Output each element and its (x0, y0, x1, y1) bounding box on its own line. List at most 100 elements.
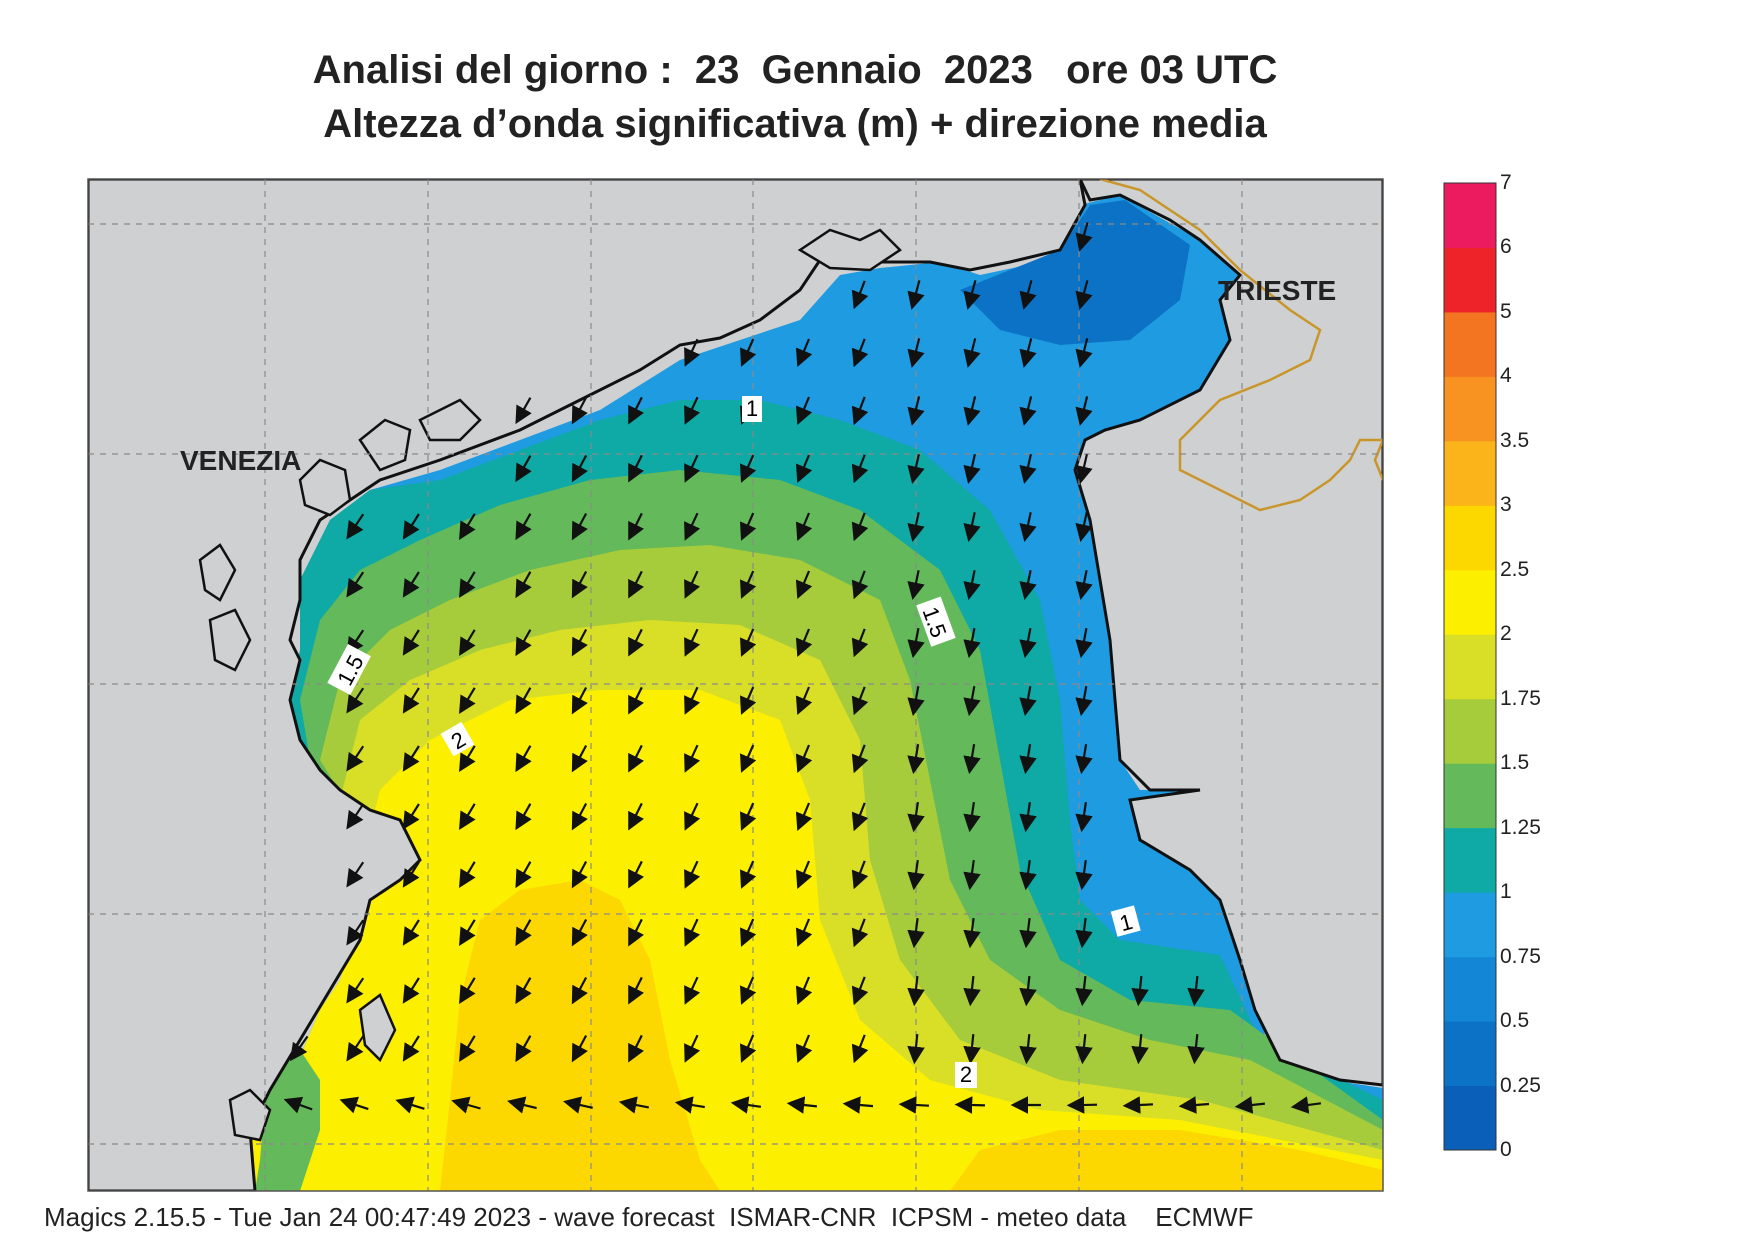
legend-tick-label: 0.5 (1500, 1009, 1530, 1033)
wave-direction-arrow (795, 686, 813, 716)
wave-direction-arrow (730, 1096, 762, 1114)
wave-direction-arrow (907, 454, 925, 484)
wave-direction-arrow (684, 1034, 701, 1063)
wave-direction-arrow (1019, 859, 1037, 891)
wave-direction-arrow (459, 919, 476, 946)
wave-direction-arrow (402, 803, 420, 830)
svg-text:1: 1 (746, 396, 758, 421)
wave-direction-arrow (571, 454, 588, 483)
border-line (1099, 179, 1383, 512)
wave-direction-arrow (571, 802, 588, 831)
wave-direction-arrow (963, 627, 981, 659)
legend-tick-label: 1.25 (1500, 815, 1541, 839)
wave-direction-arrow (740, 570, 757, 599)
wave-direction-arrow (1019, 917, 1037, 949)
wave-direction-arrow (1178, 1096, 1210, 1114)
legend-swatch (1444, 505, 1496, 571)
wave-direction-arrow (786, 1096, 818, 1114)
wave-direction-arrow (907, 801, 925, 833)
wave-direction-arrow (628, 744, 644, 773)
svg-text:2: 2 (960, 1062, 972, 1087)
wave-direction-arrow (571, 512, 588, 541)
wave-direction-arrow (571, 570, 588, 599)
wave-direction-arrow (459, 977, 476, 1004)
legend-tick-label: 0 (1500, 1138, 1512, 1161)
wave-direction-arrow (459, 513, 476, 540)
wave-direction-arrow (963, 570, 981, 601)
wave-direction-arrow (963, 280, 981, 310)
map-subtitle: Altezza d’onda significativa (m) + direz… (323, 102, 1267, 146)
wave-direction-arrow (898, 1096, 930, 1114)
wave-direction-arrow (963, 396, 981, 426)
wave-direction-arrow (628, 1034, 644, 1063)
wave-direction-arrow (740, 338, 757, 367)
legend-tick-label: 1.5 (1500, 751, 1530, 775)
wave-direction-arrow (795, 918, 813, 948)
wave-direction-arrow (402, 861, 420, 888)
wave-direction-arrow (1075, 917, 1093, 949)
wave-direction-arrow (1019, 975, 1037, 1007)
wave-direction-arrow (1122, 1096, 1154, 1114)
wave-direction-arrow (515, 745, 532, 773)
wave-direction-arrow (963, 917, 981, 949)
band-2-5-south (950, 1130, 1383, 1191)
wave-direction-arrow (515, 919, 532, 947)
wave-direction-arrow (628, 976, 644, 1005)
wave-direction-arrow (851, 802, 869, 832)
contour-label-1-north: 1 (742, 396, 762, 422)
wave-direction-arrow (628, 628, 644, 657)
wave-direction-arrow (684, 454, 701, 483)
wave-direction-arrow (346, 977, 365, 1004)
legend-tick-label: 7 (1500, 171, 1512, 194)
wave-direction-arrow (907, 1033, 925, 1065)
wave-direction-arrow (1075, 570, 1093, 601)
wave-direction-arrow (684, 338, 701, 367)
legend-swatch (1444, 311, 1496, 377)
wave-direction-arrow (1075, 975, 1093, 1007)
wave-direction-arrow (795, 512, 813, 542)
wave-direction-arrow (1019, 396, 1037, 426)
wave-direction-arrow (402, 513, 420, 540)
wave-direction-arrow (1075, 280, 1093, 310)
wave-direction-arrow (907, 396, 925, 426)
wave-direction-arrow (851, 396, 869, 426)
wave-direction-arrow (346, 919, 365, 946)
legend-swatch (1444, 698, 1496, 764)
legend-swatch (1444, 376, 1496, 442)
wave-direction-arrow (963, 1033, 981, 1065)
legend-tick-label: 5 (1500, 299, 1512, 323)
graticule (88, 179, 1383, 1191)
wave-direction-arrow (740, 860, 757, 889)
contour-label-2-west: 2 (440, 721, 475, 757)
sea-calm-zone (960, 200, 1190, 345)
legend-swatch (1444, 1085, 1496, 1151)
wave-direction-arrow (740, 976, 757, 1005)
wave-direction-arrow (851, 454, 869, 484)
contour-label-1-5-center: 1.5 (916, 596, 956, 647)
wave-direction-arrow (851, 338, 869, 368)
wave-direction-arrow (346, 687, 365, 714)
legend-tick-label: 3.5 (1500, 428, 1530, 452)
wave-direction-arrow (346, 1035, 365, 1062)
wave-direction-arrow (571, 860, 588, 889)
wave-direction-arrow (1019, 454, 1037, 484)
map-frame (87, 178, 1384, 1192)
wave-direction-arrow (851, 744, 869, 774)
border-line-2 (1373, 439, 1383, 481)
wave-direction-arrow (1019, 744, 1037, 775)
wave-direction-arrow (628, 860, 644, 889)
land-coast-west (88, 179, 1087, 1191)
wave-direction-arrow (851, 918, 869, 948)
wave-direction-arrow (963, 686, 981, 717)
wave-direction-arrow (1131, 975, 1149, 1007)
legend-tick-label: 3 (1500, 493, 1512, 517)
wave-direction-arrow (1075, 744, 1093, 775)
wave-direction-arrow (459, 861, 476, 888)
legend-outline (1443, 182, 1497, 1151)
map-area: 1 1.5 2 1.5 1 2 VENEZIA TRIESTE (88, 179, 1383, 1191)
legend-swatch (1444, 763, 1496, 829)
wave-direction-arrow (402, 629, 420, 656)
wave-direction-arrow (684, 744, 701, 773)
wave-direction-arrow (1075, 859, 1093, 891)
